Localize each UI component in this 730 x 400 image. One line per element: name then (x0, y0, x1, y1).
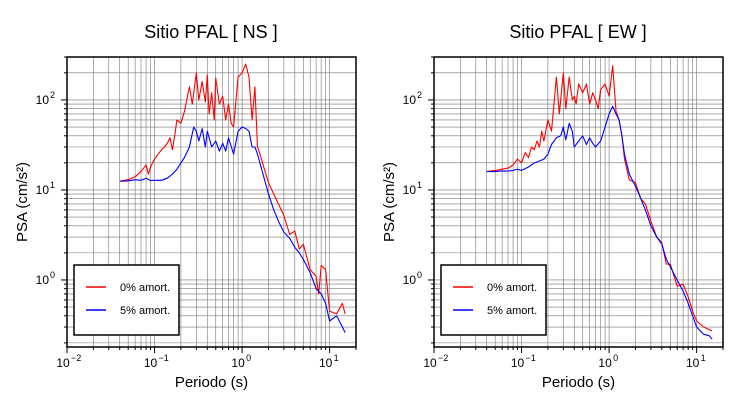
x-tick-label: 10 (144, 356, 158, 370)
y-axis-label: PSA (cm/s²) (381, 162, 398, 242)
y-axis-label: PSA (cm/s²) (14, 162, 31, 242)
y-tick-label: 10 (36, 183, 50, 197)
y-tick-exponent: 2 (417, 90, 422, 100)
y-tick-exponent: 0 (50, 270, 55, 280)
x-tick-label: 10 (56, 356, 70, 370)
legend-box (73, 264, 180, 336)
x-tick-label: 10 (511, 356, 525, 370)
legend-label: 5% amort. (120, 305, 170, 317)
legend-label: 0% amort. (120, 282, 170, 294)
plot-frame (433, 56, 724, 348)
y-tick-label: 10 (36, 93, 50, 107)
x-tick-exponent: 0 (246, 353, 251, 363)
legend-box (440, 264, 547, 336)
x-tick-exponent: −2 (71, 353, 81, 363)
legend-label: 0% amort. (487, 282, 537, 294)
series-line-1 (486, 65, 713, 332)
x-axis: 10 −2 10 −1 10 0 10 1 (56, 347, 357, 370)
x-tick-exponent: −2 (438, 353, 448, 363)
x-tick-label: 10 (319, 356, 333, 370)
x-tick-exponent: −1 (526, 353, 536, 363)
plot-frame (66, 56, 357, 348)
x-axis: 10 −2 10 −1 10 0 10 1 (423, 347, 724, 370)
legend: 0% amort. 5% amort. (440, 264, 547, 336)
x-tick-exponent: 1 (701, 353, 706, 363)
series-line-2 (119, 126, 346, 333)
legend-label: 5% amort. (487, 305, 537, 317)
y-tick-exponent: 1 (417, 180, 422, 190)
y-tick-label: 10 (403, 273, 417, 287)
y-tick-label: 10 (36, 273, 50, 287)
x-tick-label: 10 (423, 356, 437, 370)
y-tick-exponent: 2 (50, 90, 55, 100)
y-tick-exponent: 1 (50, 180, 55, 190)
y-tick-exponent: 0 (417, 270, 422, 280)
x-tick-exponent: 0 (613, 353, 618, 363)
legend: 0% amort. 5% amort. (73, 264, 180, 336)
x-tick-label: 10 (598, 356, 612, 370)
series-line-1 (119, 63, 346, 315)
y-tick-label: 10 (403, 183, 417, 197)
grid (67, 57, 356, 347)
x-tick-exponent: −1 (159, 353, 169, 363)
series-line-2 (486, 105, 713, 340)
x-axis-label: Periodo (s) (542, 374, 615, 391)
y-tick-label: 10 (403, 93, 417, 107)
x-tick-label: 10 (231, 356, 245, 370)
x-axis-label: Periodo (s) (175, 374, 248, 391)
x-tick-label: 10 (686, 356, 700, 370)
chart-title: Sitio PFAL [ NS ] (144, 22, 277, 42)
chart-title: Sitio PFAL [ EW ] (509, 22, 646, 42)
x-tick-exponent: 1 (334, 353, 339, 363)
